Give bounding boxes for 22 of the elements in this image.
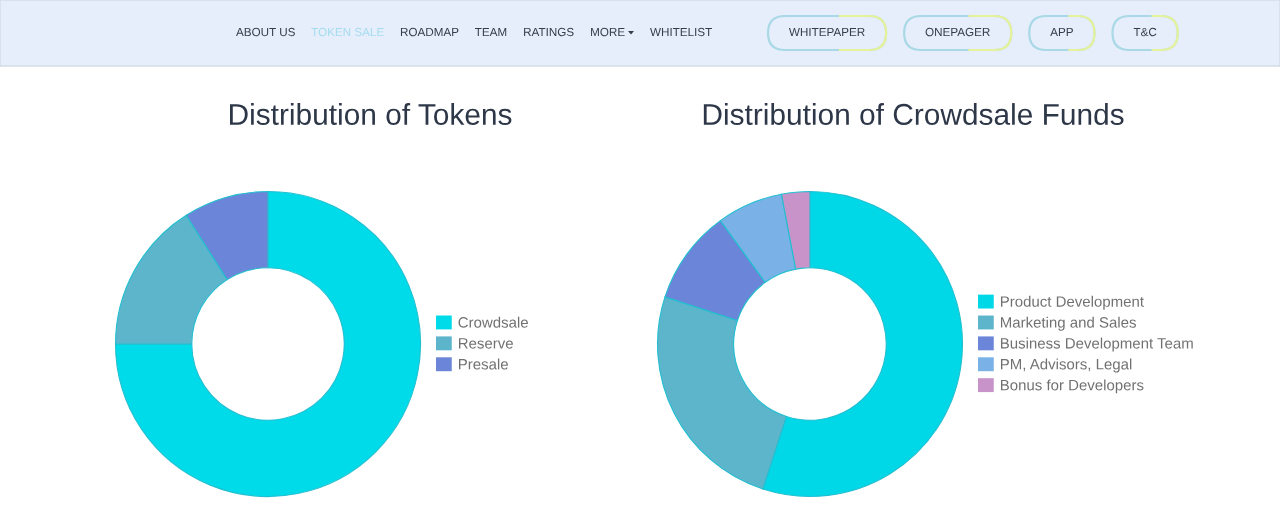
legend-label: Presale (458, 358, 508, 370)
legend-label: Bonus for Developers (1000, 379, 1144, 394)
text: WHITELIST (650, 27, 712, 37)
text: ONEPAGER (925, 27, 990, 37)
legend-label: Reserve (458, 338, 513, 349)
legend-label: Crowdsale (458, 316, 528, 328)
text: TEAM (475, 27, 507, 37)
text: RATINGS (524, 27, 574, 37)
text: ABOUT US (236, 27, 295, 37)
text: T&C (1133, 27, 1157, 37)
text: APP (1050, 27, 1073, 37)
legend-label: Marketing and Sales (1000, 316, 1136, 331)
text: TOKEN SALE (311, 27, 384, 37)
legend-label: Business Development Team (1000, 337, 1193, 352)
legend-label: PM, Advisors, Legal (1000, 358, 1132, 373)
text: ROADMAP (400, 27, 459, 37)
text: WHITEPAPER (788, 27, 865, 37)
donut-slice (114, 190, 422, 498)
chart-title: Distribution of Tokens (229, 103, 512, 126)
legend-label: Product Development (1000, 295, 1144, 310)
text: MORE (591, 27, 625, 37)
chart-title: Distribution of Crowdsale Funds (703, 103, 1124, 126)
